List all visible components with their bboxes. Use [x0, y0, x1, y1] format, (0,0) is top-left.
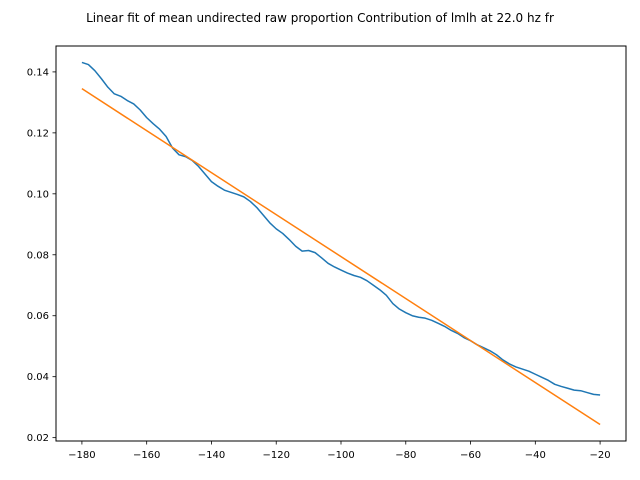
x-tick-label: −140	[198, 450, 225, 461]
y-tick-label: 0.04	[27, 372, 49, 383]
y-tick-label: 0.14	[27, 67, 49, 78]
x-tick-label: −40	[525, 450, 546, 461]
x-tick-label: −160	[133, 450, 160, 461]
x-tick-label: −100	[327, 450, 354, 461]
y-tick-label: 0.12	[27, 128, 49, 139]
series-line-mean	[81, 61, 601, 396]
y-tick-label: 0.06	[27, 311, 49, 322]
plot-area-frame	[55, 45, 627, 442]
x-tick-label: −120	[262, 450, 289, 461]
series-layer	[81, 61, 601, 426]
series-line-fit	[81, 88, 601, 426]
y-tick-label: 0.02	[27, 433, 49, 444]
y-tick-label: 0.10	[27, 189, 49, 200]
x-tick-label: −20	[590, 450, 611, 461]
y-axis: 0.02 0.04 0.06 0.08 0.10 0.12 0.14	[27, 67, 56, 444]
x-axis: −180 −160 −140 −120 −100 −80 −60 −40 −20	[68, 441, 611, 461]
chart-title: Linear fit of mean undirected raw propor…	[86, 11, 554, 25]
x-tick-label: −80	[395, 450, 416, 461]
y-tick-label: 0.08	[27, 250, 49, 261]
x-tick-label: −60	[460, 450, 481, 461]
x-tick-label: −180	[68, 450, 95, 461]
